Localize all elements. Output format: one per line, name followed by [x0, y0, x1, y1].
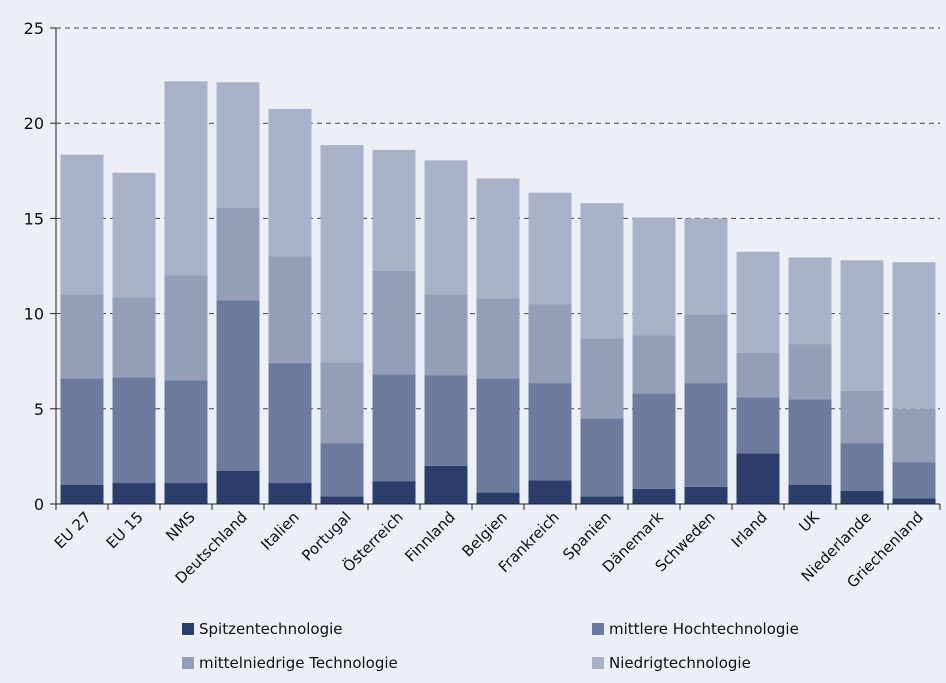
bar-mittelniedrige-technologie	[632, 335, 676, 394]
bar-mittelniedrige-technologie	[476, 298, 520, 379]
legend-swatch	[182, 623, 194, 635]
bar-mittlere-hochtechnologie	[892, 462, 936, 499]
bar-niedrigtechnologie	[476, 178, 520, 299]
legend-swatch	[182, 657, 194, 669]
bar-mittelniedrige-technologie	[840, 390, 884, 444]
legend-label: mittlere Hochtechnologie	[609, 620, 799, 638]
bar-mittlere-hochtechnologie	[476, 378, 520, 493]
y-tick-label: 5	[34, 400, 44, 419]
bar-mittelniedrige-technologie	[528, 304, 572, 384]
bar-spitzentechnologie	[268, 483, 312, 504]
bar-mittlere-hochtechnologie	[268, 363, 312, 484]
legend-label: Spitzentechnologie	[199, 620, 343, 638]
bar-spitzentechnologie	[632, 488, 676, 504]
bar-mittlere-hochtechnologie	[164, 380, 208, 484]
bar-niedrigtechnologie	[736, 251, 780, 353]
bar-mittelniedrige-technologie	[788, 344, 832, 400]
bar-mittlere-hochtechnologie	[736, 397, 780, 454]
bar-mittlere-hochtechnologie	[528, 383, 572, 481]
bar-niedrigtechnologie	[684, 218, 728, 315]
bar-mittlere-hochtechnologie	[320, 443, 364, 497]
bar-spitzentechnologie	[216, 470, 260, 504]
bar-niedrigtechnologie	[424, 160, 468, 295]
y-tick-label: 15	[24, 209, 44, 228]
y-axis-labels: 0 5 10 15 20 25	[24, 19, 44, 514]
bar-mittlere-hochtechnologie	[840, 443, 884, 491]
legend-swatch	[592, 657, 604, 669]
bar-mittelniedrige-technologie	[268, 256, 312, 364]
bar-spitzentechnologie	[580, 496, 624, 504]
bar-niedrigtechnologie	[164, 81, 208, 276]
x-tick-label: UK	[795, 507, 823, 535]
bar-spitzentechnologie	[164, 483, 208, 504]
y-tick-label: 10	[24, 305, 44, 324]
bar-niedrigtechnologie	[528, 192, 572, 305]
bar-mittlere-hochtechnologie	[112, 377, 156, 484]
bar-niedrigtechnologie	[320, 145, 364, 363]
legend-label: mittelniedrige Technologie	[199, 654, 398, 672]
bar-mittelniedrige-technologie	[424, 294, 468, 376]
x-tick-label: EU 27	[51, 508, 95, 552]
x-tick-label: NMS	[162, 508, 199, 545]
y-tick-label: 0	[34, 495, 44, 514]
bar-mittelniedrige-technologie	[216, 207, 260, 301]
bar-niedrigtechnologie	[112, 172, 156, 298]
y-tick-label: 25	[24, 19, 44, 38]
bar-mittelniedrige-technologie	[320, 362, 364, 444]
bar-spitzentechnologie	[60, 484, 104, 504]
bar-mittelniedrige-technologie	[112, 297, 156, 378]
bar-mittlere-hochtechnologie	[580, 418, 624, 497]
legend-label: Niedrigtechnologie	[609, 654, 751, 672]
y-tick-label: 20	[24, 114, 44, 133]
bar-mittlere-hochtechnologie	[60, 378, 104, 485]
bar-niedrigtechnologie	[632, 217, 676, 336]
bar-mittlere-hochtechnologie	[788, 399, 832, 485]
bar-spitzentechnologie	[840, 490, 884, 504]
bar-niedrigtechnologie	[840, 260, 884, 391]
x-tick-label: Italien	[257, 508, 303, 554]
x-tick-label: Irland	[728, 508, 771, 551]
bar-niedrigtechnologie	[216, 82, 260, 208]
bar-mittelniedrige-technologie	[372, 270, 416, 375]
bar-niedrigtechnologie	[892, 262, 936, 409]
bar-mittelniedrige-technologie	[684, 314, 728, 384]
bar-spitzentechnologie	[892, 498, 936, 504]
bar-spitzentechnologie	[788, 484, 832, 504]
axes-group	[50, 27, 941, 510]
bar-spitzentechnologie	[372, 481, 416, 504]
x-tick-label: Belgien	[458, 508, 510, 560]
bar-mittelniedrige-technologie	[164, 275, 208, 381]
bar-spitzentechnologie	[476, 492, 520, 504]
x-tick-label: EU 15	[103, 508, 147, 552]
bar-mittelniedrige-technologie	[736, 352, 780, 398]
bar-spitzentechnologie	[112, 483, 156, 504]
bar-mittlere-hochtechnologie	[632, 393, 676, 489]
bar-spitzentechnologie	[320, 496, 364, 504]
x-tick-label: Finnland	[401, 508, 458, 565]
bar-mittelniedrige-technologie	[892, 408, 936, 463]
bar-mittelniedrige-technologie	[60, 294, 104, 379]
bar-mittlere-hochtechnologie	[372, 374, 416, 482]
bar-niedrigtechnologie	[580, 203, 624, 339]
bar-spitzentechnologie	[424, 465, 468, 504]
bars-group	[60, 81, 936, 504]
bar-mittlere-hochtechnologie	[216, 300, 260, 471]
bar-spitzentechnologie	[736, 453, 780, 504]
bar-mittlere-hochtechnologie	[424, 375, 468, 466]
bar-niedrigtechnologie	[60, 154, 104, 295]
bar-niedrigtechnologie	[372, 149, 416, 271]
bar-mittlere-hochtechnologie	[684, 383, 728, 487]
legend: Spitzentechnologie mittlere Hochtechnolog…	[182, 620, 799, 672]
bar-niedrigtechnologie	[268, 108, 312, 257]
bar-niedrigtechnologie	[788, 257, 832, 345]
bar-spitzentechnologie	[528, 480, 572, 504]
bar-spitzentechnologie	[684, 486, 728, 504]
bar-mittelniedrige-technologie	[580, 338, 624, 419]
legend-swatch	[592, 623, 604, 635]
